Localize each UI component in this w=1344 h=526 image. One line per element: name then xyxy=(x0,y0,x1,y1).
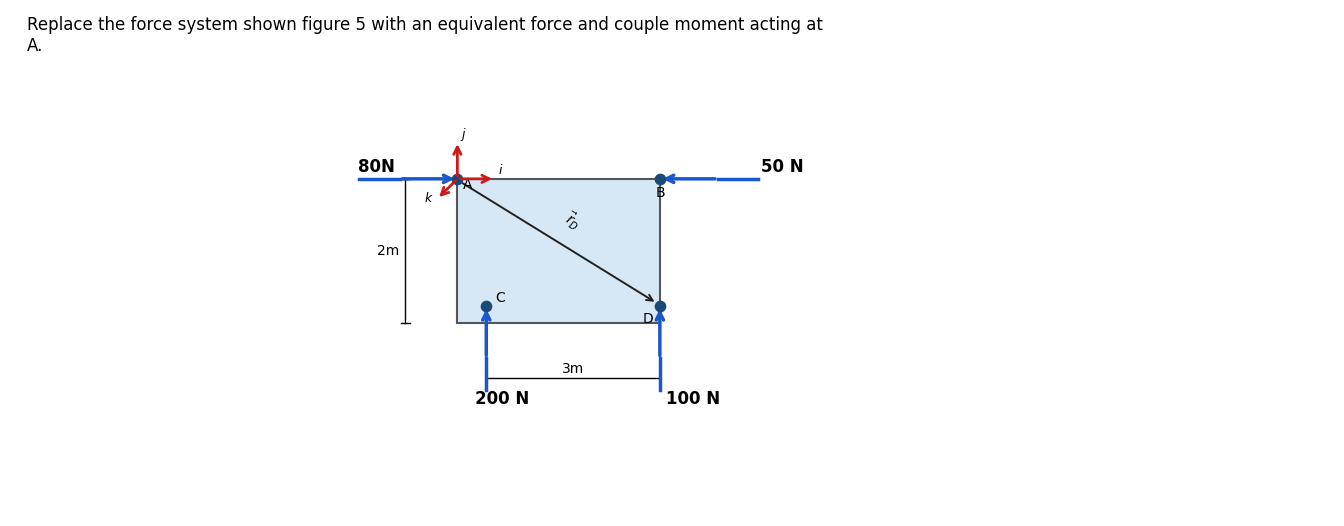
Text: A: A xyxy=(464,178,473,191)
Text: k: k xyxy=(425,192,431,205)
Text: B: B xyxy=(656,186,665,200)
Text: Replace the force system shown figure 5 with an equivalent force and couple mome: Replace the force system shown figure 5 … xyxy=(27,16,823,55)
Text: 80N: 80N xyxy=(358,158,395,176)
Point xyxy=(649,175,671,183)
Text: D: D xyxy=(642,312,653,327)
Text: 100 N: 100 N xyxy=(665,390,720,409)
Text: i: i xyxy=(499,164,503,177)
Text: 3m: 3m xyxy=(562,362,585,376)
Point xyxy=(649,302,671,310)
Text: 200 N: 200 N xyxy=(474,390,530,409)
Text: $\vec{r}_D$: $\vec{r}_D$ xyxy=(562,209,585,234)
Text: C: C xyxy=(495,291,505,305)
Point xyxy=(476,302,497,310)
Point xyxy=(446,175,468,183)
Text: 50 N: 50 N xyxy=(761,158,804,176)
Text: 2m: 2m xyxy=(376,244,399,258)
Bar xyxy=(457,179,660,323)
Text: j: j xyxy=(461,128,465,141)
